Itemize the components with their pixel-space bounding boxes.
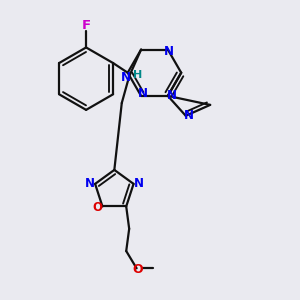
Text: N: N [121,71,131,84]
Text: O: O [92,202,102,214]
Text: N: N [164,44,174,58]
Text: N: N [138,87,148,100]
Text: N: N [184,109,194,122]
Text: F: F [82,19,91,32]
Text: O: O [133,263,143,276]
Text: N: N [85,177,95,190]
Text: N: N [167,89,176,102]
Text: H: H [134,70,143,80]
Text: N: N [134,177,144,190]
